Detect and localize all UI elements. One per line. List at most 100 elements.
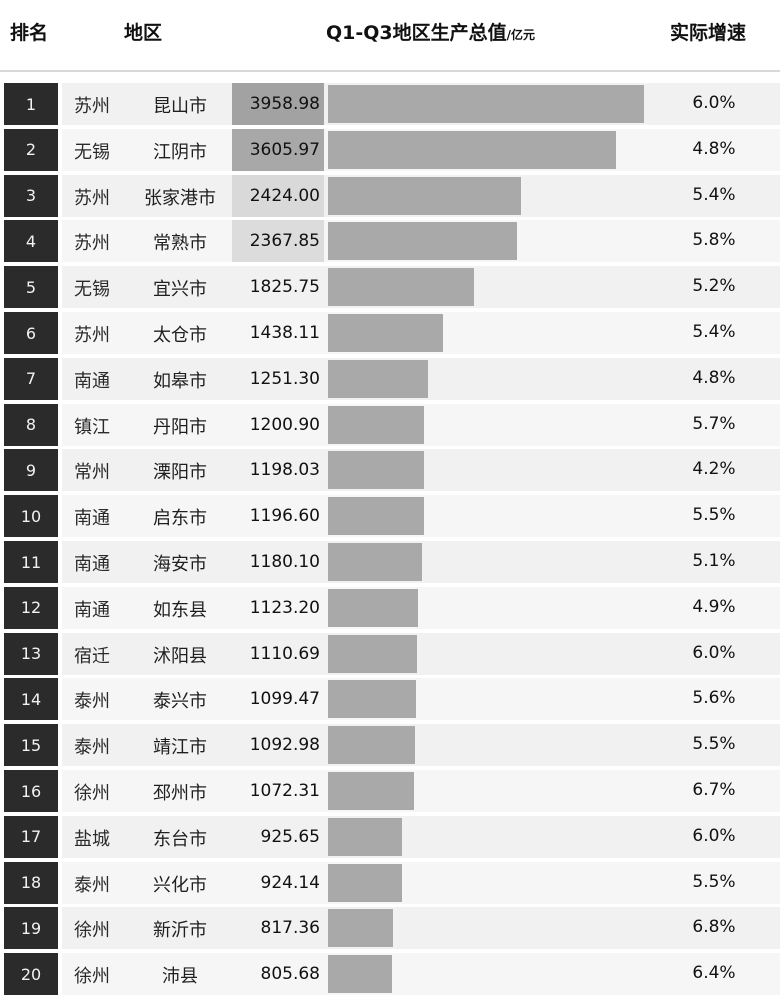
bar [328,130,616,169]
bar [328,543,423,581]
bar-track [326,633,660,675]
bar-track [326,678,660,720]
value-label: 1110.69 [249,643,320,664]
county-cell: 兴化市 [153,874,207,896]
county-cell: 邳州市 [153,783,207,804]
bar-track [326,541,660,583]
county-cell: 海安市 [153,554,207,575]
bar [328,222,517,261]
rank-cell: 20 [4,953,58,996]
table-row: 9 常州 溧阳市 1198.03 4.2% [0,448,780,492]
city-cell: 无锡 [74,141,110,163]
header-gdp: Q1-Q3地区生产总值/亿元 [326,18,535,45]
city-cell: 宿迁 [74,645,110,667]
row-band [62,678,780,721]
bar-track [326,358,660,400]
rank-cell: 1 [4,83,58,125]
value-label: 1825.75 [249,277,320,298]
table-row: 12 南通 如东县 1123.20 4.9% [0,586,780,630]
growth-cell: 5.2% [692,276,736,297]
value-label: 1196.60 [249,506,320,527]
county-cell: 沭阳县 [153,645,207,667]
county-cell: 宜兴市 [153,279,207,301]
city-cell: 南通 [74,508,110,530]
growth-cell: 5.5% [692,871,736,892]
city-cell: 盐城 [74,828,110,850]
table-row: 10 南通 启东市 1196.60 5.5% [0,494,780,538]
table-row: 14 泰州 泰兴市 1099.47 5.6% [0,677,780,721]
value-label: 3958.98 [232,83,324,125]
county-cell: 昆山市 [153,96,207,117]
table-row: 8 镇江 丹阳市 1200.90 5.7% [0,403,780,447]
table-row: 3 苏州 张家港市 2424.00 5.4% [0,174,780,218]
bar-track [326,724,660,766]
bar [328,772,414,810]
rank-cell: 15 [4,724,58,767]
county-cell: 东台市 [153,828,207,850]
row-band [62,724,780,767]
bar [328,451,424,490]
bar-track [326,83,660,125]
rank-cell: 13 [4,632,58,675]
row-band [62,907,780,950]
row-band [62,953,780,996]
rank-cell: 12 [4,586,58,629]
bar-track [326,953,660,995]
bar-track [326,587,660,629]
bar [328,955,393,994]
county-cell: 沛县 [162,966,198,988]
bar-track [326,129,660,171]
rank-cell: 5 [4,266,58,309]
row-band [62,861,780,904]
county-cell: 张家港市 [144,187,216,209]
table-row: 4 苏州 常熟市 2367.85 5.8% [0,219,780,263]
bar-track [326,770,660,812]
bar [328,176,522,215]
growth-cell: 5.5% [692,734,736,755]
city-cell: 徐州 [74,920,110,942]
value-label: 2424.00 [232,174,324,217]
growth-cell: 5.4% [692,184,736,205]
city-cell: 苏州 [74,187,110,209]
table-row: 16 徐州 邳州市 1072.31 6.7% [0,769,780,813]
value-label: 924.14 [260,872,320,893]
rank-cell: 18 [4,861,58,904]
row-band [62,632,780,675]
county-cell: 丹阳市 [153,416,207,438]
city-cell: 苏州 [74,233,110,255]
county-cell: 如皋市 [153,370,207,392]
table-row: 5 无锡 宜兴市 1825.75 5.2% [0,265,780,309]
bar [328,588,418,627]
rank-cell: 14 [4,678,58,721]
header-gdp-unit: /亿元 [506,28,536,42]
county-cell: 太仓市 [153,325,207,346]
growth-cell: 5.7% [692,413,736,434]
bar [328,405,424,444]
bar-track [326,907,660,949]
table-row: 1 苏州 昆山市 3958.98 6.0% [0,82,780,126]
bar-track [326,404,660,446]
value-label: 1072.31 [249,781,320,801]
city-cell: 常州 [74,462,110,484]
value-label: 2367.85 [232,220,324,263]
rank-cell: 4 [4,220,58,263]
county-cell: 常熟市 [153,233,207,255]
growth-cell: 6.7% [692,780,736,800]
rank-cell: 6 [4,312,58,354]
value-label: 1180.10 [249,552,320,572]
value-label: 1200.90 [249,414,320,435]
value-label: 1099.47 [249,689,320,710]
rank-cell: 9 [4,449,58,492]
growth-cell: 4.8% [692,367,736,388]
bar [328,268,474,307]
table-row: 18 泰州 兴化市 924.14 5.5% [0,861,780,905]
bar-track [326,312,660,354]
value-label: 1198.03 [249,460,320,481]
rank-cell: 8 [4,403,58,446]
row-band [62,815,780,858]
value-label: 817.36 [260,918,320,939]
header-rank: 排名 [10,22,49,44]
bar-track [326,862,660,904]
table-row: 19 徐州 新沂市 817.36 6.8% [0,906,780,950]
